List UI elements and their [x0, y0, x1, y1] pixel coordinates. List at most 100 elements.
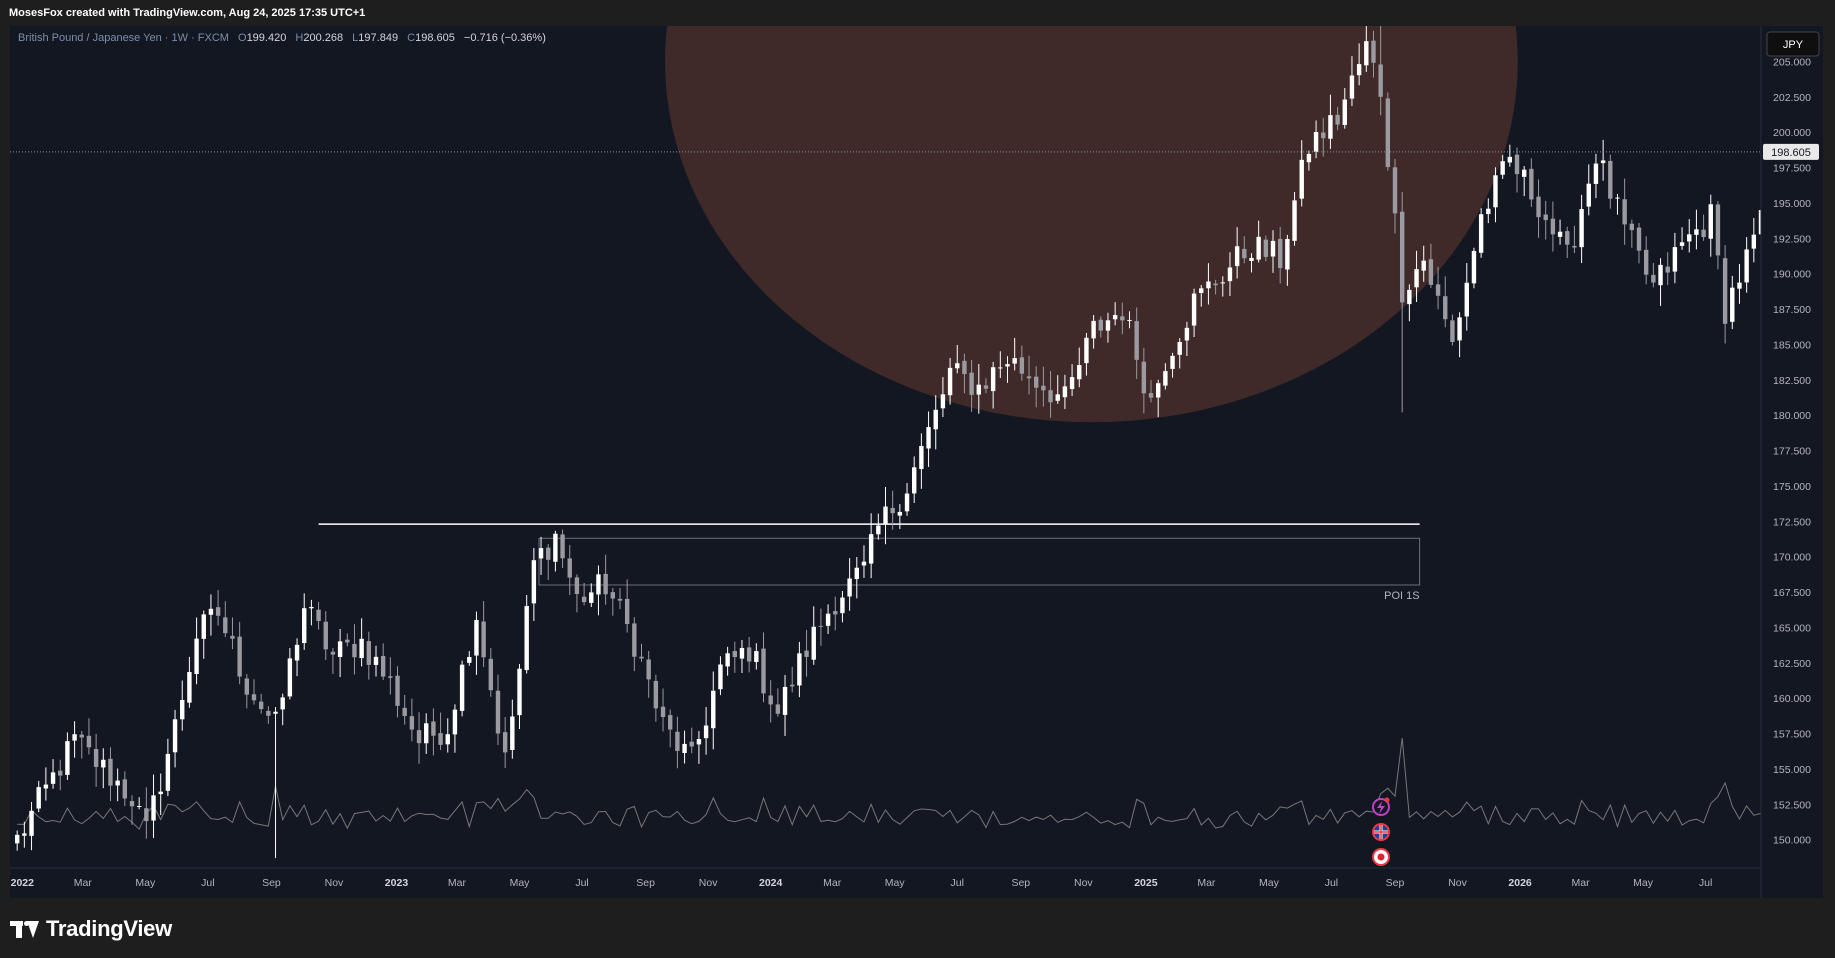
candle-body: [746, 647, 752, 662]
candle-body: [187, 672, 192, 703]
candle-body: [1098, 319, 1103, 331]
candle-body: [983, 385, 989, 389]
candle-body: [682, 743, 687, 754]
candle-body: [330, 651, 336, 655]
candle-body: [1242, 248, 1247, 259]
x-tick-label: Jul: [1699, 877, 1712, 889]
candle-body: [754, 651, 759, 663]
candle-body: [1077, 365, 1082, 380]
legend-change: −0.716 (−0.36%): [464, 32, 546, 44]
candle-body: [1177, 342, 1182, 355]
uk-flag-event-icon[interactable]: [1372, 823, 1390, 841]
candle-body: [359, 638, 364, 659]
y-tick-label: 205.000: [1773, 56, 1811, 68]
candle-body: [409, 716, 415, 730]
candle-body: [43, 784, 49, 789]
candle-body: [560, 534, 565, 559]
candle-body: [1371, 40, 1376, 63]
candle-body: [14, 834, 20, 844]
candle-body: [108, 758, 113, 786]
resistance-zone-ellipse[interactable]: [665, 26, 1518, 423]
candle-body: [632, 623, 637, 657]
x-tick-label: 2025: [1134, 877, 1158, 889]
candle-body: [962, 360, 967, 375]
candle-body: [136, 805, 142, 807]
candle-body: [653, 680, 659, 709]
x-tick-label: 2024: [759, 877, 783, 889]
candle-body: [1019, 357, 1025, 374]
x-tick-label: Mar: [448, 877, 467, 889]
candle-body: [883, 506, 888, 525]
candle-body: [567, 558, 572, 578]
candle-body: [1708, 204, 1713, 239]
x-tick-label: Jul: [1325, 877, 1338, 889]
x-tick-label: Mar: [1197, 877, 1216, 889]
candle-body: [1529, 168, 1534, 200]
candle-body: [531, 560, 537, 604]
candle-body: [215, 607, 221, 616]
candle-body: [1658, 264, 1663, 286]
x-tick-label: Sep: [1011, 877, 1030, 889]
candle-body: [876, 525, 881, 535]
japan-flag-event-icon[interactable]: [1372, 848, 1390, 866]
candle-body: [1500, 161, 1505, 175]
candle-body: [797, 653, 802, 686]
candle-body: [115, 780, 120, 786]
currency-button-label[interactable]: JPY: [1783, 39, 1804, 51]
candle-body: [1579, 209, 1584, 248]
legend-symbol: British Pound / Japanese Yen · 1W · FXCM: [18, 32, 229, 44]
candle-body: [818, 625, 824, 627]
candle-body: [1758, 210, 1761, 235]
candle-body: [1041, 385, 1046, 391]
y-tick-label: 180.000: [1773, 410, 1811, 422]
candles-layer: [14, 26, 1761, 859]
candle-body: [194, 638, 199, 674]
candle-body: [337, 641, 343, 657]
candle-body: [581, 596, 587, 603]
candle-body: [1586, 183, 1591, 207]
candle-body: [768, 695, 773, 705]
y-tick-label: 157.500: [1773, 729, 1811, 741]
chart-area[interactable]: POI 1S 150.000 152.500 155.000 157.500 160.0…: [10, 26, 1823, 898]
candle-body: [474, 619, 479, 656]
y-tick-label: 192.500: [1773, 233, 1811, 245]
candle-body: [445, 734, 450, 745]
candle-body: [144, 808, 149, 822]
candle-body: [1507, 156, 1513, 163]
currency-button[interactable]: [1766, 31, 1820, 57]
candle-body: [251, 694, 257, 701]
candle-body: [933, 409, 938, 430]
candle-body: [739, 647, 745, 659]
y-tick-label: 167.500: [1773, 587, 1811, 599]
candle-body: [1170, 355, 1175, 369]
y-tick-label: 152.500: [1773, 799, 1811, 811]
poi-box[interactable]: [538, 537, 1421, 586]
candle-body: [402, 707, 407, 717]
volume-line: [17, 737, 1761, 831]
candle-body: [280, 697, 285, 710]
y-axis-ticks: 150.000 152.500 155.000 157.500 160.000 162.5…: [1773, 56, 1811, 846]
y-tick-label: 190.000: [1773, 269, 1811, 281]
candle-body: [86, 735, 92, 748]
x-tick-label: Nov: [699, 877, 718, 889]
candle-body: [589, 592, 594, 603]
candle-body: [940, 394, 946, 409]
candle-body: [1163, 371, 1168, 386]
x-tick-label: Sep: [1386, 877, 1405, 889]
x-tick-label: Nov: [1074, 877, 1093, 889]
tradingview-logo[interactable]: TradingView: [10, 916, 172, 942]
volume-path: [17, 737, 1761, 831]
candle-body: [1249, 257, 1254, 261]
candle-body: [1550, 218, 1556, 235]
price-chart[interactable]: POI 1S 150.000 152.500 155.000 157.500 160.0…: [10, 26, 1823, 898]
x-tick-label: Mar: [1572, 877, 1591, 889]
candle-body: [201, 614, 206, 639]
y-tick-label: 182.500: [1773, 375, 1811, 387]
candle-body: [1378, 64, 1383, 97]
candle-body: [467, 656, 472, 663]
candle-body: [1213, 283, 1218, 286]
price-scale[interactable]: [1761, 26, 1823, 898]
lightning-event-icon[interactable]: [1372, 797, 1390, 816]
candle-body: [1234, 246, 1240, 267]
poi-zone[interactable]: POI 1S: [318, 523, 1421, 602]
